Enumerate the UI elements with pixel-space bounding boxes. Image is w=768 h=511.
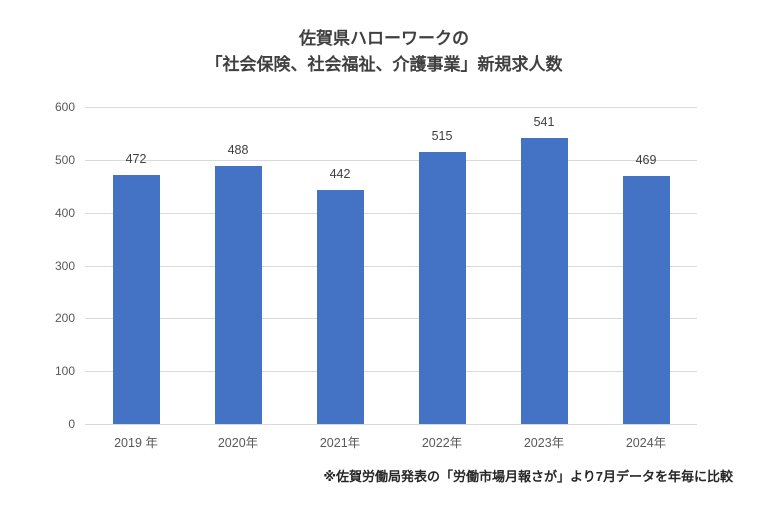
x-axis-tick-label: 2019 年 <box>114 436 158 450</box>
gridline-y-200 <box>85 318 697 320</box>
bar-value-label: 442 <box>329 167 351 182</box>
bar-2019年 <box>112 174 160 424</box>
x-axis-tick-label: 2021年 <box>319 436 361 450</box>
chart-title-line2: 「社会保険、社会福祉、介護事業」新規求人数 <box>205 55 563 75</box>
bar-value-label: 469 <box>635 153 657 168</box>
bar-value-label: 488 <box>227 143 249 158</box>
bar-value-label: 472 <box>125 151 147 166</box>
x-axis-tick-label: 2024年 <box>625 436 667 450</box>
x-axis-tick-label: 2022年 <box>421 436 463 450</box>
bar-2021年 <box>316 190 364 424</box>
bar-2024年 <box>622 176 670 424</box>
chart-footnote: ※佐賀労働局発表の「労働市場月報さが」より7月データを年毎に比較 <box>323 469 733 484</box>
y-axis-tick-label: 200 <box>54 311 75 326</box>
gridline-y-400 <box>85 212 697 214</box>
bar-value-label: 541 <box>533 115 555 130</box>
gridline-y-100 <box>85 371 697 373</box>
y-axis-tick-label: 400 <box>54 205 75 220</box>
gridline-y-500 <box>85 159 697 161</box>
gridline-y-300 <box>85 265 697 267</box>
chart-title-line1: 佐賀県ハローワークの <box>299 29 469 48</box>
x-axis-tick-label: 2023年 <box>523 436 565 450</box>
bar-value-label: 515 <box>431 128 453 143</box>
x-axis-tick-label: 2020年 <box>217 436 259 450</box>
bar-2022年 <box>418 151 466 424</box>
chart-title: 佐賀県ハローワークの 「社会保険、社会福祉、介護事業」新規求人数 <box>0 26 768 79</box>
y-axis-tick-label: 0 <box>68 417 75 431</box>
y-axis-tick-label: 300 <box>54 258 75 273</box>
y-axis-tick-label: 500 <box>54 152 75 167</box>
y-axis-tick-label: 600 <box>54 100 75 114</box>
bar-2023年 <box>520 138 568 424</box>
gridline-y-0 <box>85 424 697 425</box>
plot-area: 0 100 200 300 400 500 600 472 2019 年 488 2020年 442 2… <box>55 100 697 450</box>
y-axis-tick-label: 100 <box>54 364 75 379</box>
bar-2020年 <box>214 166 262 424</box>
gridline-y-600 <box>85 107 697 108</box>
